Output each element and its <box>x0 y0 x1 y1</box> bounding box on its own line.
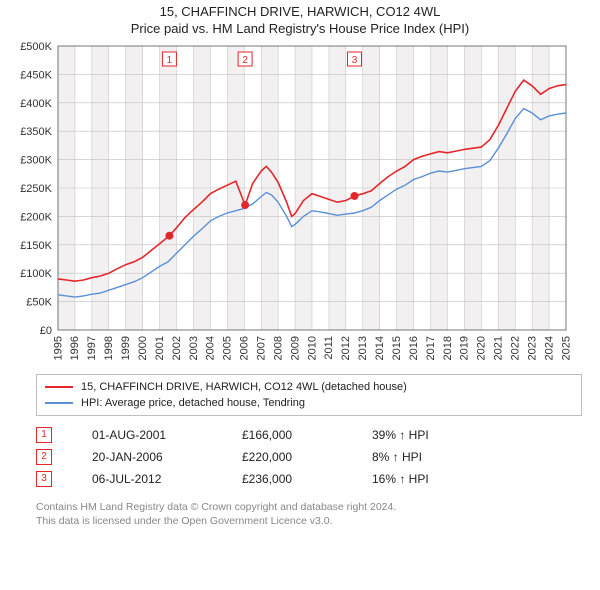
tx-delta-2: 8% ↑ HPI <box>372 450 422 464</box>
attribution-line-1: Contains HM Land Registry data © Crown c… <box>36 500 582 514</box>
svg-text:2020: 2020 <box>476 336 488 360</box>
svg-text:2003: 2003 <box>188 336 200 360</box>
svg-text:2017: 2017 <box>425 336 437 360</box>
tx-row-3: 3 06-JUL-2012 £236,000 16% ↑ HPI <box>36 468 582 490</box>
chart-title-block: 15, CHAFFINCH DRIVE, HARWICH, CO12 4WL P… <box>0 0 600 38</box>
svg-text:2015: 2015 <box>391 336 403 360</box>
svg-text:£150K: £150K <box>20 240 52 252</box>
marker-dot-2 <box>241 201 249 209</box>
svg-text:£300K: £300K <box>20 154 52 166</box>
line-chart-svg: £0 £50K £100K £150K £200K £250K £300K £350K £400… <box>10 40 570 370</box>
svg-text:2007: 2007 <box>255 336 267 360</box>
legend-label-1: HPI: Average price, detached house, Tend… <box>81 397 305 409</box>
svg-text:£100K: £100K <box>20 268 52 280</box>
svg-text:£350K: £350K <box>20 126 52 138</box>
svg-text:2013: 2013 <box>357 336 369 360</box>
svg-text:£500K: £500K <box>20 41 52 53</box>
svg-text:£200K: £200K <box>20 211 52 223</box>
attribution-text: Contains HM Land Registry data © Crown c… <box>36 500 582 528</box>
attribution-line-2: This data is licensed under the Open Gov… <box>36 514 582 528</box>
transactions-table: 1 01-AUG-2001 £166,000 39% ↑ HPI 2 20-JAN-200… <box>36 424 582 490</box>
svg-text:2018: 2018 <box>442 336 454 360</box>
title-line-1: 15, CHAFFINCH DRIVE, HARWICH, CO12 4WL <box>0 4 600 21</box>
legend-swatch-1 <box>45 402 73 404</box>
svg-text:2025: 2025 <box>560 336 570 360</box>
marker-dot-1 <box>165 231 173 239</box>
svg-text:2023: 2023 <box>526 336 538 360</box>
tx-date-2: 20-JAN-2006 <box>92 450 202 464</box>
svg-text:2004: 2004 <box>205 336 217 360</box>
svg-text:£50K: £50K <box>26 296 52 308</box>
legend-row-0: 15, CHAFFINCH DRIVE, HARWICH, CO12 4WL (… <box>45 379 573 395</box>
tx-marker-3: 3 <box>36 471 52 487</box>
svg-text:£0: £0 <box>40 325 52 337</box>
svg-text:2008: 2008 <box>272 336 284 360</box>
legend-swatch-0 <box>45 386 73 388</box>
svg-text:2005: 2005 <box>222 336 234 360</box>
tx-price-1: £166,000 <box>242 428 332 442</box>
svg-text:£250K: £250K <box>20 183 52 195</box>
svg-text:1995: 1995 <box>52 336 64 360</box>
marker-label-3: 3 <box>352 55 358 66</box>
svg-text:2010: 2010 <box>306 336 318 360</box>
svg-text:2002: 2002 <box>171 336 183 360</box>
tx-delta-3: 16% ↑ HPI <box>372 472 429 486</box>
tx-delta-1: 39% ↑ HPI <box>372 428 429 442</box>
svg-text:2012: 2012 <box>340 336 352 360</box>
svg-text:2000: 2000 <box>137 336 149 360</box>
chart-area: £0 £50K £100K £150K £200K £250K £300K £350K £400… <box>10 40 582 370</box>
svg-text:2022: 2022 <box>510 336 522 360</box>
tx-date-3: 06-JUL-2012 <box>92 472 202 486</box>
svg-text:2001: 2001 <box>154 336 166 360</box>
svg-text:2019: 2019 <box>459 336 471 360</box>
svg-text:1998: 1998 <box>103 336 115 360</box>
svg-text:2021: 2021 <box>493 336 505 360</box>
svg-text:2024: 2024 <box>543 336 555 360</box>
marker-dot-3 <box>351 192 359 200</box>
marker-label-1: 1 <box>167 55 173 66</box>
svg-text:2016: 2016 <box>408 336 420 360</box>
legend-label-0: 15, CHAFFINCH DRIVE, HARWICH, CO12 4WL (… <box>81 381 407 393</box>
tx-marker-2: 2 <box>36 449 52 465</box>
legend-box: 15, CHAFFINCH DRIVE, HARWICH, CO12 4WL (… <box>36 374 582 416</box>
legend-row-1: HPI: Average price, detached house, Tend… <box>45 395 573 411</box>
marker-label-2: 2 <box>242 55 248 66</box>
svg-text:£400K: £400K <box>20 98 52 110</box>
svg-text:2009: 2009 <box>289 336 301 360</box>
svg-text:1996: 1996 <box>69 336 81 360</box>
svg-text:1997: 1997 <box>86 336 98 360</box>
tx-price-2: £220,000 <box>242 450 332 464</box>
tx-row-2: 2 20-JAN-2006 £220,000 8% ↑ HPI <box>36 446 582 468</box>
svg-text:2006: 2006 <box>239 336 251 360</box>
title-line-2: Price paid vs. HM Land Registry's House … <box>0 21 600 38</box>
tx-row-1: 1 01-AUG-2001 £166,000 39% ↑ HPI <box>36 424 582 446</box>
svg-text:1999: 1999 <box>120 336 132 360</box>
tx-price-3: £236,000 <box>242 472 332 486</box>
tx-date-1: 01-AUG-2001 <box>92 428 202 442</box>
svg-text:2014: 2014 <box>374 336 386 360</box>
svg-text:2011: 2011 <box>323 336 335 360</box>
svg-text:£450K: £450K <box>20 69 52 81</box>
tx-marker-1: 1 <box>36 427 52 443</box>
